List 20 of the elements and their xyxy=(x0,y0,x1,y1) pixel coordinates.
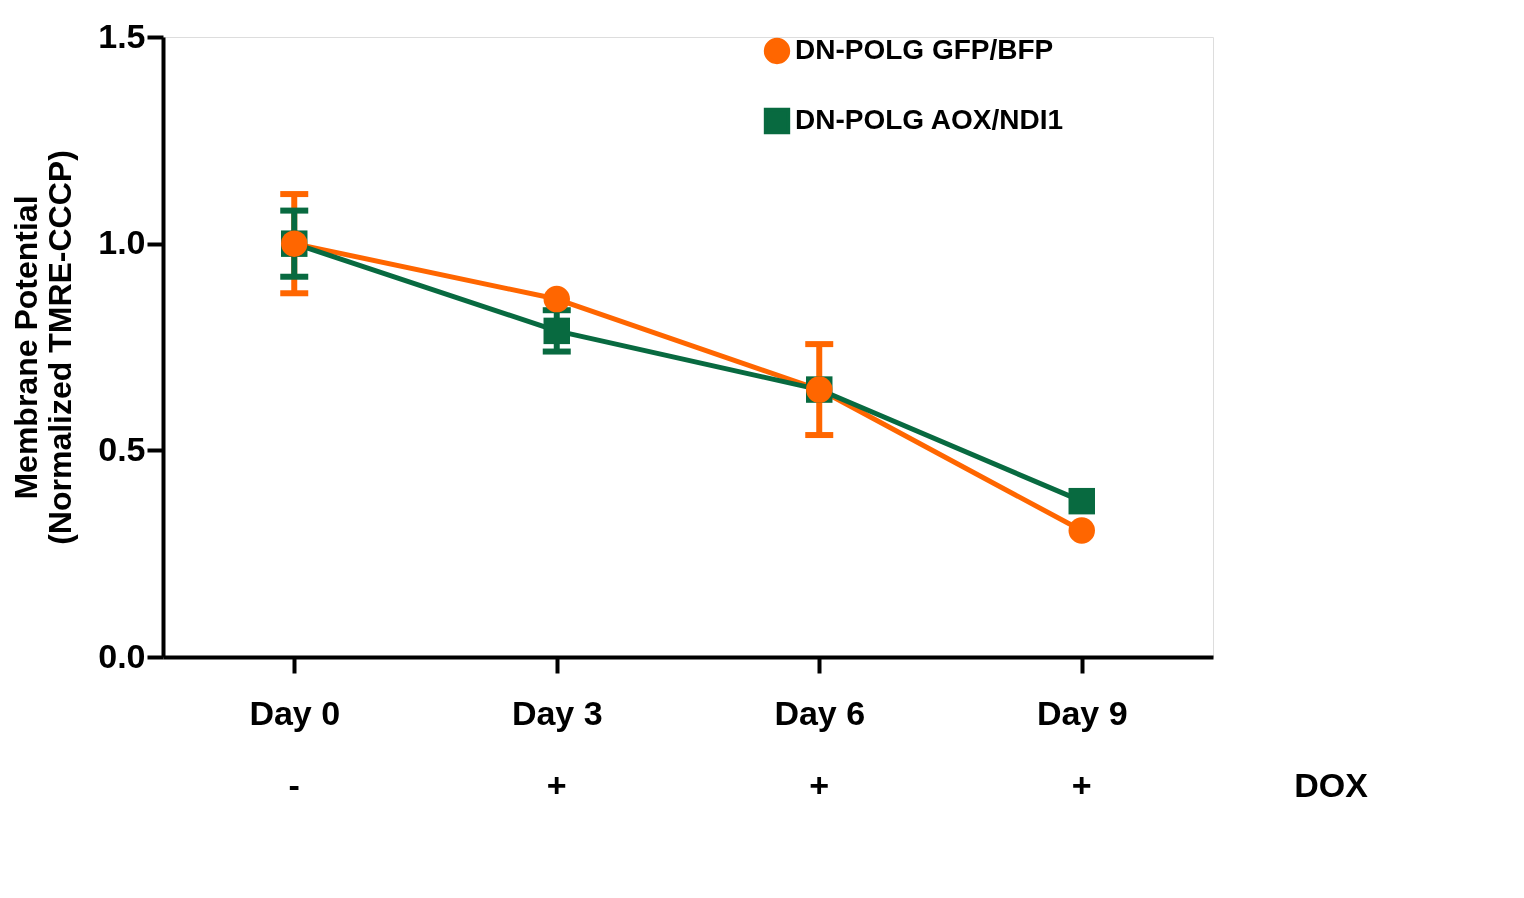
y-tick-label: 1.5 xyxy=(98,16,146,55)
text: + xyxy=(1071,766,1092,804)
point xyxy=(1068,487,1095,515)
legend-label: DN-POLG AOX/NDI1 xyxy=(795,104,1064,135)
point xyxy=(1068,517,1095,544)
text: + xyxy=(809,766,830,804)
point xyxy=(543,317,570,345)
text: - xyxy=(288,766,300,804)
text: DOX xyxy=(1294,766,1369,804)
text: + xyxy=(546,766,567,804)
x-tick-label: Day 0 xyxy=(249,693,341,732)
point xyxy=(543,285,570,313)
x-tick-label: Day 6 xyxy=(774,693,866,732)
y-axis-title: Membrane Potential (Normalized TMRE-CCCP) xyxy=(8,150,79,545)
y-tick-label: 0.5 xyxy=(98,429,146,468)
x-tick-label: Day 9 xyxy=(1036,693,1128,732)
legend-label: DN-POLG GFP/BFP xyxy=(795,34,1054,65)
y-tick-label: 0.0 xyxy=(98,636,146,675)
y-tick-label: 1.0 xyxy=(98,223,146,262)
x-tick-label: Day 3 xyxy=(511,693,603,732)
